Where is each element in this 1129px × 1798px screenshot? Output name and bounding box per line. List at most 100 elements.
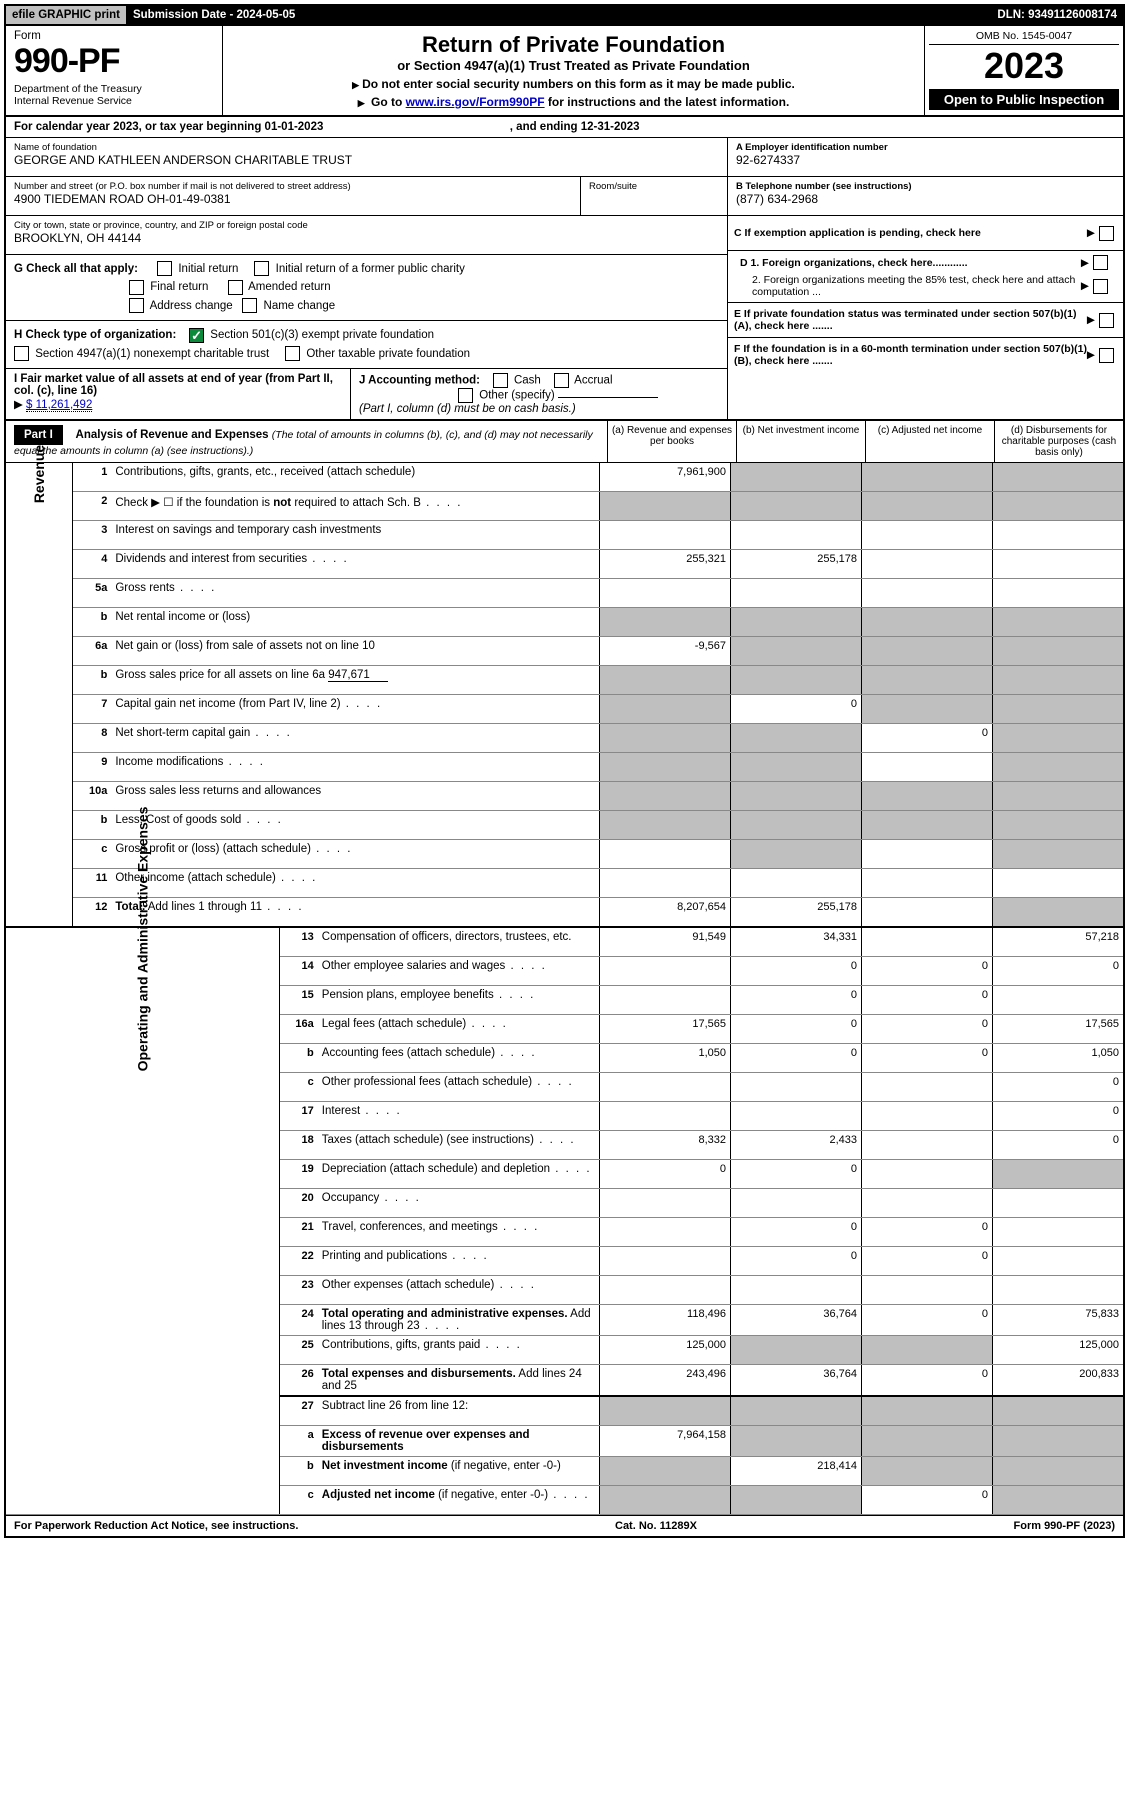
line-desc: Gross sales price for all assets on line… xyxy=(111,665,599,694)
checkbox-final-return[interactable] xyxy=(129,280,144,295)
col-b xyxy=(731,1485,862,1514)
ein-cell: A Employer identification number 92-6274… xyxy=(728,138,1123,177)
cal-end: 12-31-2023 xyxy=(581,121,640,133)
form-number: 990-PF xyxy=(14,42,214,81)
col-a: 8,207,654 xyxy=(600,897,731,927)
checkbox-cash[interactable] xyxy=(493,373,508,388)
checkbox-other-method[interactable] xyxy=(458,388,473,403)
checkbox-501c3[interactable] xyxy=(189,328,204,343)
col-d: 0 xyxy=(993,956,1124,985)
line-desc: Check ▶ ☐ if the foundation is not requi… xyxy=(111,491,599,520)
footer-left: For Paperwork Reduction Act Notice, see … xyxy=(14,1520,298,1532)
d2-row: 2. Foreign organizations meeting the 85%… xyxy=(734,272,1117,300)
d2-label: 2. Foreign organizations meeting the 85%… xyxy=(740,274,1081,298)
h-opt-0: Section 501(c)(3) exempt private foundat… xyxy=(210,329,434,341)
line-number: 11 xyxy=(73,868,112,897)
col-d: 0 xyxy=(993,1101,1124,1130)
checkbox-accrual[interactable] xyxy=(554,373,569,388)
table-row: Revenue1Contributions, gifts, grants, et… xyxy=(6,463,1123,492)
part1-header-row: Part I Analysis of Revenue and Expenses … xyxy=(6,421,1123,463)
phone-value: (877) 634-2968 xyxy=(736,192,1115,206)
col-a xyxy=(600,665,731,694)
irs-link[interactable]: www.irs.gov/Form990PF xyxy=(406,95,545,109)
g-opt-4: Address change xyxy=(150,300,233,312)
checkbox-e[interactable] xyxy=(1099,313,1114,328)
line-number: b xyxy=(73,810,112,839)
col-d xyxy=(993,839,1124,868)
table-row: 6aNet gain or (loss) from sale of assets… xyxy=(6,636,1123,665)
col-a xyxy=(600,723,731,752)
col-b: 255,178 xyxy=(731,549,862,578)
phone-label: B Telephone number (see instructions) xyxy=(736,181,1115,192)
line-number: 5a xyxy=(73,578,112,607)
line-number: 7 xyxy=(73,694,112,723)
i-label: I Fair market value of all assets at end… xyxy=(14,373,333,397)
name-label: Name of foundation xyxy=(14,142,719,153)
col-b: 0 xyxy=(731,1159,862,1188)
checkbox-d2[interactable] xyxy=(1093,279,1108,294)
line-number: c xyxy=(279,1072,318,1101)
line-desc: Total expenses and disbursements. Add li… xyxy=(318,1364,600,1396)
col-c xyxy=(862,1072,993,1101)
col-c xyxy=(862,463,993,492)
col-b xyxy=(731,1188,862,1217)
header-center: Return of Private Foundation or Section … xyxy=(223,26,924,115)
checkbox-other-taxable[interactable] xyxy=(285,346,300,361)
col-c xyxy=(862,868,993,897)
instr-1: Do not enter social security numbers on … xyxy=(231,77,916,91)
table-row: 7Capital gain net income (from Part IV, … xyxy=(6,694,1123,723)
line-desc: Net investment income (if negative, ente… xyxy=(318,1456,600,1485)
row-ij: I Fair market value of all assets at end… xyxy=(6,368,727,419)
table-row: cGross profit or (loss) (attach schedule… xyxy=(6,839,1123,868)
col-d xyxy=(993,1485,1124,1514)
col-a: 0 xyxy=(600,1159,731,1188)
col-b xyxy=(731,1072,862,1101)
col-b: 36,764 xyxy=(731,1364,862,1396)
checkbox-f[interactable] xyxy=(1099,348,1114,363)
checkbox-amended[interactable] xyxy=(228,280,243,295)
col-d xyxy=(993,1217,1124,1246)
line-number: 25 xyxy=(279,1335,318,1364)
checkbox-d1[interactable] xyxy=(1093,255,1108,270)
table-row: 8Net short-term capital gain0 xyxy=(6,723,1123,752)
col-d xyxy=(993,1456,1124,1485)
col-b xyxy=(731,723,862,752)
checkbox-initial-return[interactable] xyxy=(157,261,172,276)
info-left: Name of foundation GEORGE AND KATHLEEN A… xyxy=(6,138,727,419)
col-d: 0 xyxy=(993,1130,1124,1159)
col-d xyxy=(993,665,1124,694)
checkbox-address-change[interactable] xyxy=(129,298,144,313)
col-a: 91,549 xyxy=(600,928,731,957)
city-label: City or town, state or province, country… xyxy=(14,220,719,231)
line-number: 21 xyxy=(279,1217,318,1246)
col-b xyxy=(731,1425,862,1456)
section-label: Revenue xyxy=(6,463,73,927)
header-left: Form 990-PF Department of the Treasury I… xyxy=(6,26,223,115)
line-number: b xyxy=(73,665,112,694)
col-b xyxy=(731,1101,862,1130)
col-d xyxy=(993,491,1124,520)
checkbox-c[interactable] xyxy=(1099,226,1114,241)
h-opt-1: Section 4947(a)(1) nonexempt charitable … xyxy=(35,348,269,360)
col-b xyxy=(731,665,862,694)
col-b: 34,331 xyxy=(731,928,862,957)
line-desc: Pension plans, employee benefits xyxy=(318,985,600,1014)
checkbox-4947[interactable] xyxy=(14,346,29,361)
checkbox-initial-former[interactable] xyxy=(254,261,269,276)
line-number: 6a xyxy=(73,636,112,665)
phone-cell: B Telephone number (see instructions) (8… xyxy=(728,177,1123,216)
col-d xyxy=(993,1275,1124,1304)
checkbox-name-change[interactable] xyxy=(242,298,257,313)
fmv-value[interactable]: $ 11,261,492 xyxy=(26,399,92,412)
g-label: G Check all that apply: xyxy=(14,263,138,275)
col-a-header: (a) Revenue and expenses per books xyxy=(607,421,736,462)
entity-info: Name of foundation GEORGE AND KATHLEEN A… xyxy=(6,138,1123,421)
addr-cell: Number and street (or P.O. box number if… xyxy=(6,177,580,216)
table-row: 11Other income (attach schedule) xyxy=(6,868,1123,897)
line-desc: Interest on savings and temporary cash i… xyxy=(111,520,599,549)
table-row: 9Income modifications xyxy=(6,752,1123,781)
line-desc: Total. Add lines 1 through 11 xyxy=(111,897,599,927)
col-c xyxy=(862,752,993,781)
col-b-header: (b) Net investment income xyxy=(736,421,865,462)
g-opt-3: Amended return xyxy=(248,281,330,293)
